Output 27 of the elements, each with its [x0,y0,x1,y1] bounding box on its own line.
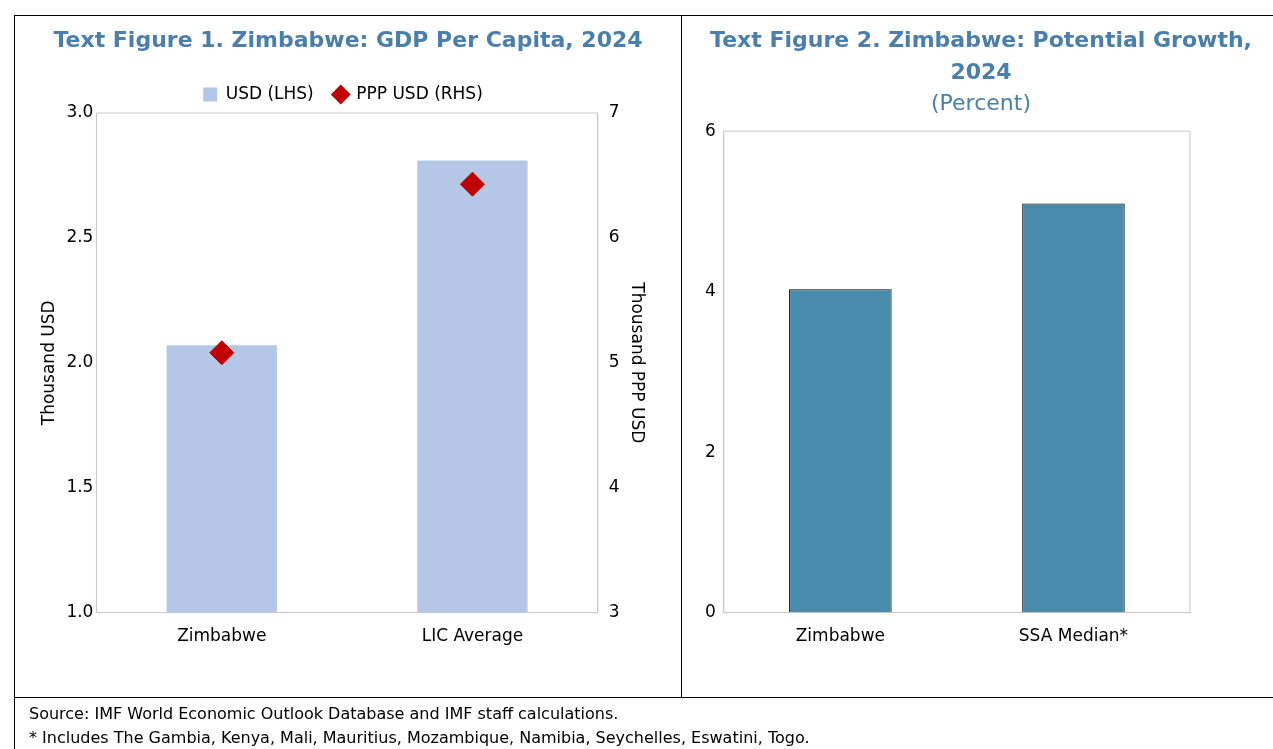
y-tick-label: 4 [704,280,716,301]
legend-label: PPP USD (RHS) [356,82,483,103]
legend-label: USD (LHS) [225,82,314,103]
x-tick-label: Zimbabwe [177,625,267,646]
y-axis-title: Thousand USD [37,300,58,427]
x-tick-label: Zimbabwe [795,625,886,646]
text: * Includes The Gambia, Kenya, Mali, Mauritius, Mozambique, Namibia, Seychelles, Eswatini, Togo. [29,727,811,749]
source-note: Source: IMF World Economic Outlook Database and IMF staff calculations. [29,703,620,725]
y2-tick-label: 5 [608,351,620,372]
x-tick-label: LIC Average [421,625,524,646]
y-tick-label: 3.0 [66,101,94,122]
chart-subtitle: (Percent) [930,89,1032,117]
y2-tick-label: 3 [608,601,620,622]
chart-title: Text Figure 2. Zimbabwe: Potential Growth, 2024 [709,26,1253,86]
y-tick-label: 6 [704,119,716,140]
y2-axis-title: Thousand PPP USD [628,281,649,444]
y2-tick-label: 6 [608,226,620,247]
y-tick-label: 2.5 [66,226,94,247]
y2-tick-label: 4 [608,476,620,497]
y-tick-label: 0 [704,601,716,622]
y-tick-label: 1.5 [66,476,94,497]
y-tick-label: 2.0 [66,351,94,372]
y-tick-label: 1.0 [66,601,94,622]
y-tick-label: 2 [704,440,716,461]
x-tick-label: SSA Median* [1018,625,1129,646]
y2-tick-label: 7 [608,101,620,122]
chart-title: Text Figure 1. Zimbabwe: GDP Per Capita, 2024 [52,26,644,54]
